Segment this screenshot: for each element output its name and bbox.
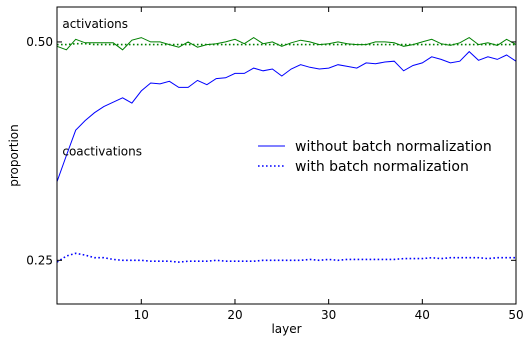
legend-label-with-batch-normalization: with batch normalization xyxy=(295,159,469,175)
x-tick-label: 50 xyxy=(508,308,523,322)
series-line-coactivations-solid xyxy=(56,50,517,182)
series-line-activations-solid xyxy=(56,37,517,51)
ticks-layer: 10 20 30 40 50 0.25 0.50 xyxy=(26,7,524,322)
y-axis-label: proportion xyxy=(7,124,21,187)
annotation-layer: activations coactivations xyxy=(62,17,142,159)
x-tick-label: 40 xyxy=(415,308,430,322)
y-tick-label: 0.25 xyxy=(26,253,53,267)
x-tick-label: 10 xyxy=(134,308,149,322)
legend-label-without-batch-normalization: without batch normalization xyxy=(295,139,492,155)
x-tick-label: 30 xyxy=(321,308,336,322)
legend: without batch normalization with batch n… xyxy=(258,139,492,175)
plot-frame xyxy=(56,6,517,305)
y-tick-label: 0.50 xyxy=(26,35,53,49)
x-tick-label: 20 xyxy=(227,308,242,322)
series-line-activations-dotted xyxy=(57,42,516,46)
annotation-coactivations: coactivations xyxy=(62,145,142,159)
series-line-coactivations-dotted xyxy=(56,252,516,263)
series-layer xyxy=(56,37,517,263)
x-axis-label: layer xyxy=(271,322,301,336)
annotation-activations: activations xyxy=(62,17,128,31)
